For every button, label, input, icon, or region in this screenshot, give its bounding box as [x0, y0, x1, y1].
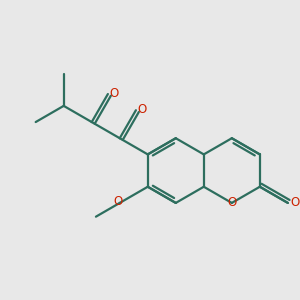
- Text: O: O: [291, 196, 300, 209]
- Text: O: O: [138, 103, 147, 116]
- Text: O: O: [110, 86, 119, 100]
- Text: O: O: [113, 195, 122, 208]
- Text: O: O: [227, 196, 236, 209]
